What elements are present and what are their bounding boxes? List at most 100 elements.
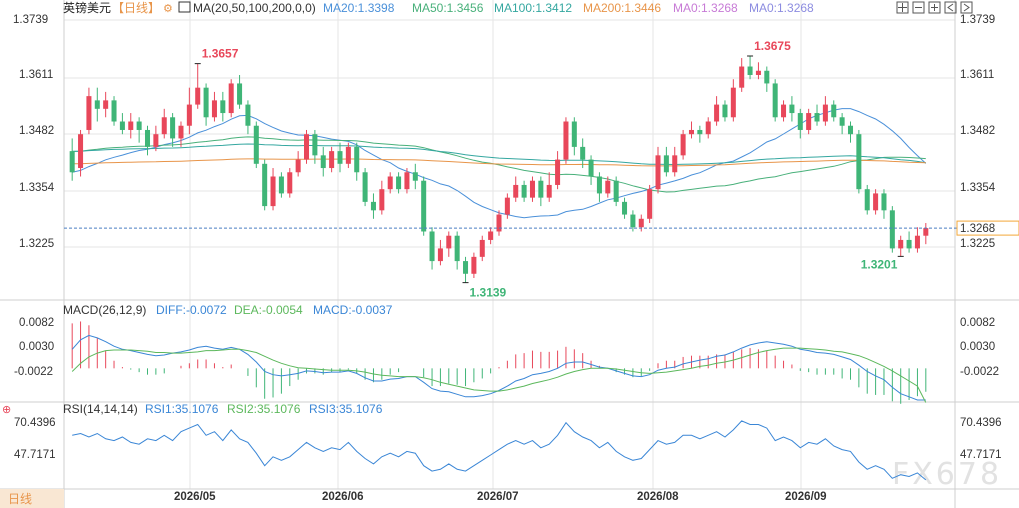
candle-body [546, 184, 552, 198]
candle-body [178, 125, 184, 139]
candle-body [454, 235, 460, 262]
candle-body [781, 104, 787, 118]
candle-body [772, 83, 778, 118]
candle-body [144, 129, 151, 147]
price-tick-left: 1.3354 [19, 182, 55, 194]
candle-body [86, 96, 92, 130]
candle-body [831, 104, 837, 118]
ma100-value: MA100:1.3412 [494, 1, 572, 15]
candle-body [739, 66, 745, 88]
high-annotation-2: 1.3675 [754, 39, 791, 53]
rsi3-value: RSI3:35.1076 [309, 402, 383, 416]
rsi-tick-right: 47.7171 [960, 449, 1002, 461]
last-price-label: 1.3268 [960, 223, 995, 235]
candle-body [463, 261, 469, 274]
crosshair-icon[interactable] [896, 1, 909, 14]
toolbar [896, 1, 973, 14]
candle-body [914, 235, 920, 249]
candle-body [195, 87, 201, 105]
candle-body [555, 159, 561, 185]
candle-body [839, 117, 845, 126]
high-annotation-1: 1.3657 [202, 47, 239, 61]
date-tick: 2026/06 [322, 491, 364, 503]
zoom-out-icon[interactable] [912, 1, 925, 14]
candle-body [312, 134, 318, 156]
candle-body [847, 125, 854, 135]
candle-body [161, 117, 167, 135]
price-tick-right: 1.3225 [960, 238, 995, 250]
rsi-axis: 70.4396 47.7171 70.4396 47.7171 [14, 417, 1002, 461]
candle-body [170, 117, 176, 139]
ma0-value-1: MA0:1.3268 [673, 1, 738, 15]
candle-body [697, 129, 703, 135]
price-tick-left: 1.3482 [19, 125, 54, 137]
candle-body [680, 134, 686, 156]
ma200-line [72, 158, 926, 167]
candle-body [722, 104, 728, 118]
settings-icon[interactable]: ⚙ [163, 3, 173, 15]
candle-body [446, 235, 452, 249]
candle-body [563, 121, 569, 160]
candle-body [764, 70, 770, 84]
candle-body [237, 83, 243, 105]
macd-legend: MACD(26,12,9) DIFF:-0.0072 DEA:-0.0054 M… [63, 303, 393, 317]
candle-body [714, 104, 720, 122]
candle-body [220, 100, 226, 114]
candle-body [396, 176, 402, 190]
candle-body [128, 121, 134, 130]
annotation-leaders [194, 55, 904, 284]
rsi-line [72, 420, 927, 481]
price-tick-right: 1.3354 [960, 182, 996, 194]
watermark: FX678 [892, 457, 1002, 492]
rsi-label: RSI(14,14,14) [63, 402, 138, 416]
candle-body [270, 176, 276, 207]
candle-body [471, 256, 477, 274]
candle-body [404, 172, 410, 190]
dea-value: DEA:-0.0054 [234, 303, 303, 317]
candle-body [889, 210, 895, 249]
rsi-tick-left: 47.7171 [14, 449, 56, 461]
candle-body [538, 180, 544, 198]
candle-body [253, 125, 259, 164]
move-right-icon[interactable] [960, 1, 973, 14]
price-axis: 1.3739 1.3611 1.3482 1.3354 1.3225 1.373… [13, 14, 996, 250]
rsi2-value: RSI2:35.1076 [227, 402, 301, 416]
candle-body [529, 180, 535, 198]
macd-pane [71, 321, 927, 404]
main-legend: 英镑美元 【日线】 ⚙ MA(20,50,100,200,0,0) MA20:1… [63, 0, 814, 15]
macd-axis: 0.0082 0.0030 -0.0022 0.0082 0.0030 -0.0… [14, 317, 999, 378]
ma-toggle-icon[interactable] [178, 1, 191, 13]
candle-body [412, 172, 418, 181]
candle-body [864, 189, 870, 211]
period-tab[interactable] [0, 489, 64, 508]
zoom-in-icon[interactable] [928, 1, 941, 14]
price-tick-right: 1.3739 [960, 14, 995, 26]
price-tick-left: 1.3611 [19, 69, 53, 81]
price-tick-left: 1.3225 [19, 238, 54, 250]
period-tab-label[interactable]: 日线 [8, 492, 32, 506]
candle-body [437, 248, 443, 262]
rsi1-value: RSI1:35.1076 [145, 402, 219, 416]
candle-body [329, 151, 335, 169]
candle-body [521, 184, 527, 198]
candle-body [387, 176, 393, 190]
period-tag[interactable]: 【日线】 [112, 1, 160, 15]
candle-body [814, 113, 820, 122]
candle-body [898, 239, 904, 249]
candle-body [119, 121, 125, 130]
candle-body [881, 193, 887, 211]
candle-body [304, 134, 310, 160]
last-price-tag [956, 220, 1019, 236]
candle-body [370, 201, 376, 211]
candle-body [262, 163, 268, 207]
high-low-annotations: 1.3657 1.3675 1.3139 1.3201 [194, 39, 904, 300]
candle-body [504, 197, 510, 215]
macd-tick-right: 0.0030 [960, 341, 995, 353]
candle-body [69, 151, 75, 173]
candle-body [580, 146, 586, 160]
candle-body [345, 146, 351, 164]
candle-body [638, 218, 644, 228]
move-left-icon[interactable] [944, 1, 957, 14]
date-tick: 2026/08 [637, 491, 679, 503]
